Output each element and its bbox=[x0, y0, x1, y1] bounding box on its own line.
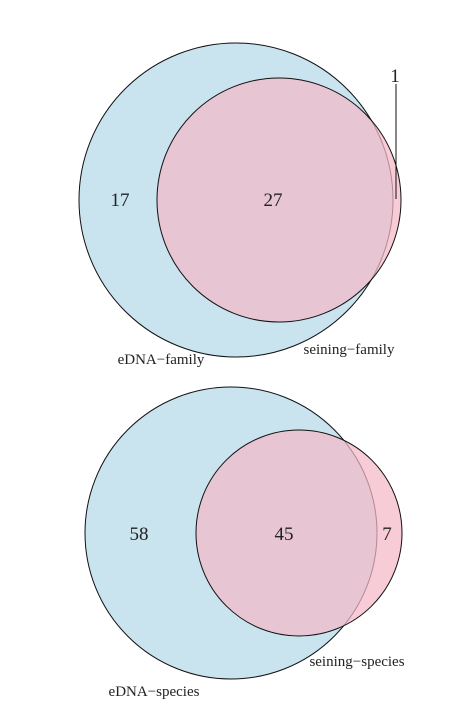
seining-species-circle bbox=[195, 429, 403, 637]
seining-family-only-count: 1 bbox=[390, 66, 400, 87]
edna-family-only-count: 17 bbox=[111, 190, 130, 211]
edna-species-only-count: 58 bbox=[130, 524, 149, 545]
venn-species: 58 45 7 eDNA−species seining−species bbox=[84, 386, 405, 700]
seining-family-label: seining−family bbox=[304, 342, 395, 358]
seining-family-circle bbox=[156, 77, 402, 323]
family-shared-count: 27 bbox=[264, 190, 283, 211]
seining-species-only-count: 7 bbox=[382, 524, 392, 545]
seining-species-label: seining−species bbox=[309, 654, 404, 670]
species-shared-count: 45 bbox=[275, 524, 294, 545]
edna-species-label: eDNA−species bbox=[109, 684, 200, 700]
venn-family: 17 27 1 eDNA−family seining−family bbox=[78, 42, 402, 368]
edna-family-label: eDNA−family bbox=[118, 352, 205, 368]
